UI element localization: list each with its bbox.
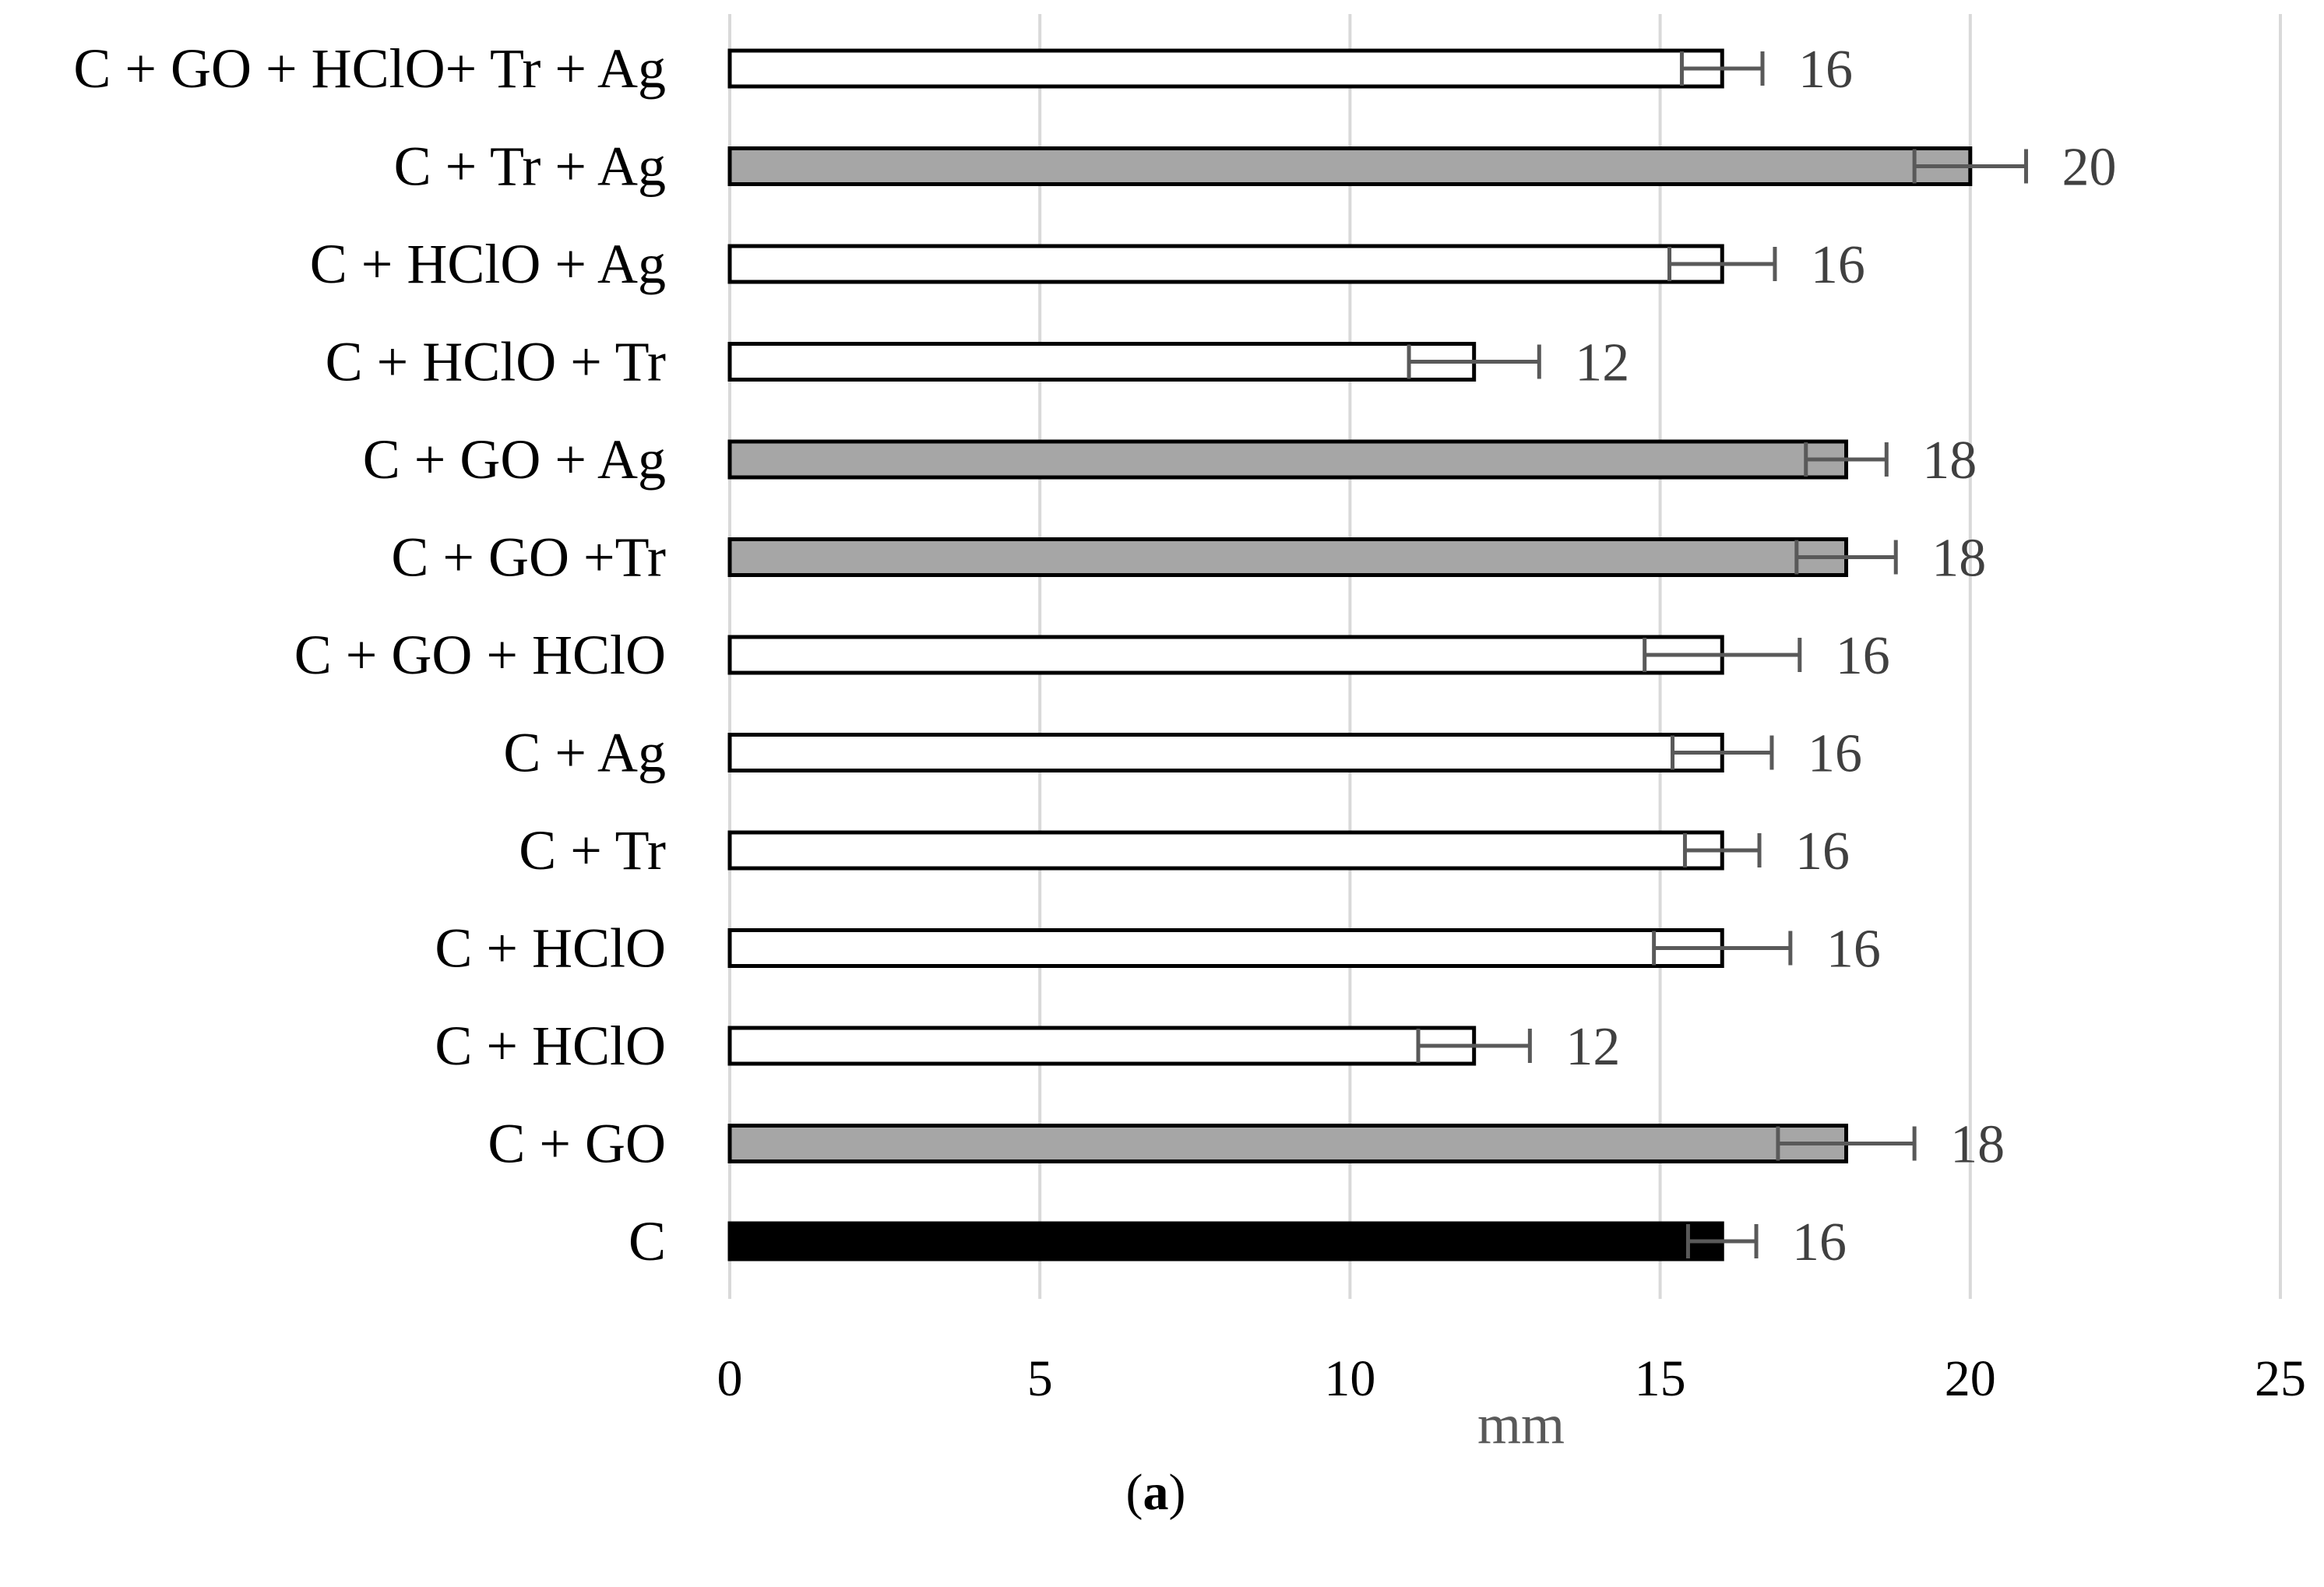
panel-label: (a) <box>1126 1464 1186 1521</box>
category-label: C + Tr + Ag <box>394 135 666 198</box>
error-bar-4 <box>1407 344 1541 379</box>
bar-12 <box>727 1124 1849 1163</box>
bar-13 <box>727 1221 1724 1262</box>
data-label: 20 <box>2062 138 2116 198</box>
category-label: C + GO <box>488 1113 666 1175</box>
x-tick-label: 15 <box>1635 1350 1686 1407</box>
bar-4 <box>727 342 1477 382</box>
error-bar-12 <box>1776 1126 1917 1161</box>
bar-11 <box>727 1026 1477 1066</box>
x-axis-title: mm <box>1477 1393 1565 1455</box>
bar-8 <box>727 733 1724 772</box>
category-labels: C + GO + HClO+ Tr + Ag C + Tr + Ag C + HCl… <box>73 37 666 1272</box>
bar-9 <box>727 830 1724 871</box>
data-label: 16 <box>1811 235 1865 295</box>
category-label: C + Tr <box>519 819 666 881</box>
x-tick-label: 0 <box>717 1350 743 1407</box>
category-label: C + HClO <box>435 917 666 980</box>
data-label: 16 <box>1798 40 1853 100</box>
panel-label-open: ( <box>1126 1464 1143 1521</box>
category-label: C + GO + HClO <box>294 624 666 686</box>
error-bar-13 <box>1685 1224 1759 1258</box>
bar-10 <box>727 928 1724 968</box>
category-label: C + HClO + Tr <box>326 331 666 393</box>
panel-label-close: ) <box>1169 1464 1186 1521</box>
category-label: C + GO +Tr <box>391 526 666 589</box>
category-label: C + HClO <box>435 1015 666 1077</box>
x-tick-label: 25 <box>2255 1350 2306 1407</box>
error-bar-1 <box>1679 51 1765 86</box>
data-label: 18 <box>1950 1115 2005 1175</box>
data-label: 16 <box>1808 724 1862 784</box>
data-label: 16 <box>1826 920 1881 980</box>
error-bar-11 <box>1416 1029 1532 1063</box>
category-label: C + Ag <box>503 722 666 784</box>
data-label: 18 <box>1931 529 1986 589</box>
error-bar-6 <box>1794 540 1898 575</box>
x-tick-labels: 0 5 10 15 20 25 <box>717 1350 2307 1407</box>
error-bar-10 <box>1652 931 1793 966</box>
error-bar-5 <box>1804 442 1889 477</box>
error-bars <box>1407 51 2028 1258</box>
data-label: 12 <box>1565 1017 1620 1077</box>
error-bar-3 <box>1667 247 1777 281</box>
bars <box>727 48 1973 1262</box>
data-label: 16 <box>1795 822 1850 881</box>
error-bar-9 <box>1682 833 1762 867</box>
error-bar-7 <box>1643 638 1802 672</box>
x-tick-label: 5 <box>1027 1350 1053 1407</box>
x-tick-label: 10 <box>1324 1350 1375 1407</box>
data-label: 18 <box>1922 431 1977 491</box>
bar-7 <box>727 635 1724 675</box>
x-tick-label: 20 <box>1945 1350 1996 1407</box>
bar-3 <box>727 244 1724 284</box>
bar-1 <box>727 48 1724 89</box>
category-label: C + GO + HClO+ Tr + Ag <box>73 37 666 100</box>
error-bar-2 <box>1912 149 2028 184</box>
bar-2 <box>727 146 1973 186</box>
category-label: C + GO + Ag <box>363 428 666 491</box>
data-label: 16 <box>1836 626 1890 686</box>
category-label: C + HClO + Ag <box>310 233 666 295</box>
error-bar-8 <box>1671 735 1774 770</box>
data-label: 12 <box>1575 333 1629 393</box>
data-labels: 16 20 16 12 18 18 16 16 16 16 12 18 16 <box>1565 40 2116 1272</box>
data-label: 16 <box>1792 1212 1847 1272</box>
panel-label-letter: a <box>1143 1464 1169 1521</box>
bar-5 <box>727 439 1849 480</box>
category-label: C <box>629 1210 666 1272</box>
bar-6 <box>727 537 1849 577</box>
